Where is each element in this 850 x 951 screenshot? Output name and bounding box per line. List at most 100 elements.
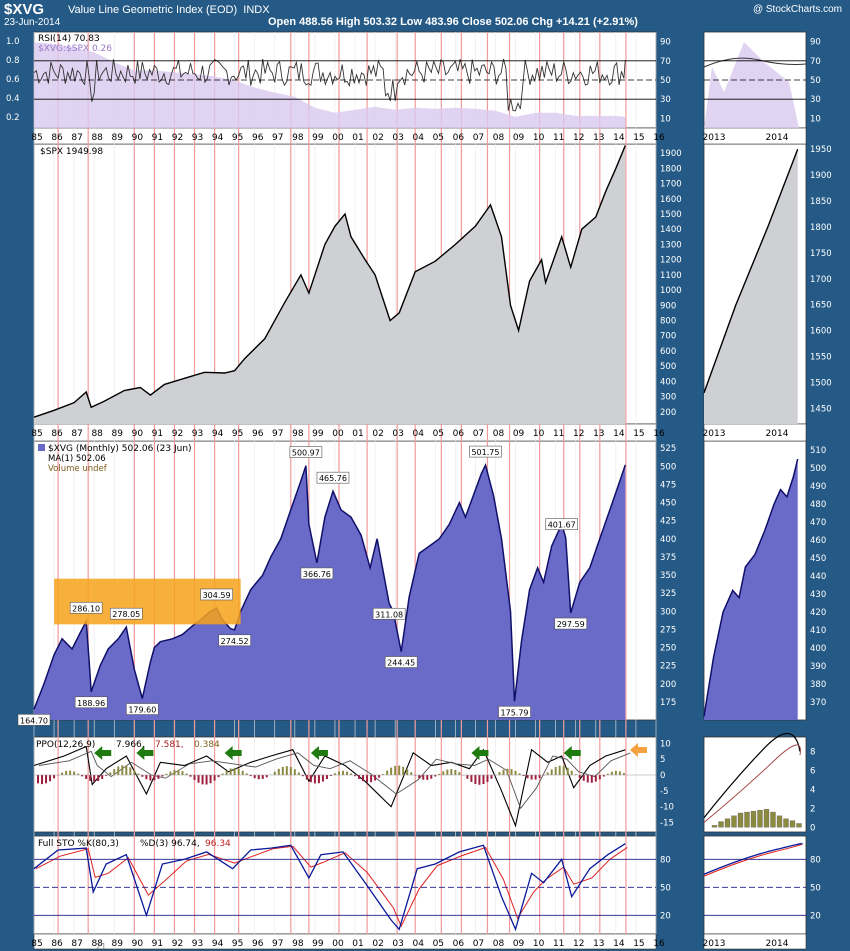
ppo-histogram-bar xyxy=(249,775,252,777)
ppo-histogram-bar xyxy=(265,775,268,778)
x-axis-label: 93 xyxy=(192,939,203,949)
ppo-histogram-bar xyxy=(225,770,228,775)
price-annotation-box xyxy=(126,703,159,715)
x-axis-label: 06 xyxy=(453,939,465,949)
ppo-histogram-bar xyxy=(430,775,433,779)
ppo-histogram-bar xyxy=(197,775,200,783)
spx-axis-tick: 1800 xyxy=(660,164,682,174)
ppo-legend-value: 7.966, xyxy=(116,740,145,750)
ppo-zoom-histogram-bar xyxy=(763,809,770,828)
spx-zoom-axis-tick: 1500 xyxy=(810,379,832,389)
x-axis-label: 06 xyxy=(453,429,465,439)
x-axis-label: 08 xyxy=(493,429,505,439)
x-axis-label: 96 xyxy=(252,133,264,143)
bottom-year-strip xyxy=(33,933,657,950)
price-annotation: 164.70 xyxy=(20,716,48,725)
ppo-histogram-bar xyxy=(333,773,336,775)
ppo-axis-tick: -15 xyxy=(660,819,674,829)
ppo-zoom-signal xyxy=(703,744,801,823)
x-axis-label: 13 xyxy=(593,133,604,143)
x-axis-label: 97 xyxy=(272,133,283,143)
ppo-zoom-histogram-bar xyxy=(750,810,757,828)
x-axis-label: 05 xyxy=(433,429,444,439)
ppo-histogram-bar xyxy=(622,773,625,775)
rsi-axis-tick: 30 xyxy=(660,95,671,105)
ppo-zoom-histogram-bar xyxy=(789,820,796,828)
x-axis-label: 98 xyxy=(292,133,304,143)
ppo-histogram-bar xyxy=(113,769,116,775)
price-annotation: 286.10 xyxy=(72,604,100,613)
x-axis-label-zoom: 2014 xyxy=(766,133,789,143)
spx-axis-tick: 500 xyxy=(660,362,676,372)
xvg-zoom-axis-tick: 390 xyxy=(810,662,826,672)
x-axis-label: 03 xyxy=(392,429,403,439)
x-axis-label: 01 xyxy=(352,133,363,143)
sto-d-line xyxy=(35,845,628,928)
spx-zoom-axis-tick: 1800 xyxy=(810,223,832,233)
xvg-zoom-axis-tick: 470 xyxy=(810,518,826,528)
xvg-legend: $XVG (Monthly) 502.06 (23 Jun) xyxy=(48,444,192,454)
x-axis-label: 10 xyxy=(533,133,545,143)
spx-axis-tick: 200 xyxy=(660,408,676,418)
x-axis-label: 09 xyxy=(513,939,525,949)
ppo-histogram-bar xyxy=(141,775,144,777)
x-axis-label: 03 xyxy=(392,133,403,143)
x-axis-label: 90 xyxy=(132,133,144,143)
x-axis-label: 07 xyxy=(473,429,484,439)
spx-axis-tick: 1500 xyxy=(660,210,682,220)
ppo-histogram-bar xyxy=(450,769,453,775)
ppo-zoom-histogram-bar xyxy=(718,821,724,828)
spx-zoom-area xyxy=(704,149,798,424)
x-axis-label: 96 xyxy=(252,429,264,439)
ppo-histogram-bar xyxy=(281,766,284,775)
x-axis-label: 99 xyxy=(312,133,324,143)
ppo-histogram-bar xyxy=(161,775,164,777)
spx-zoom-axis-tick: 1900 xyxy=(810,171,832,181)
ratio-axis-tick: 0.4 xyxy=(6,94,20,104)
ppo-legend-label: PPO(12,26,9) xyxy=(36,740,95,750)
ppo-zoom-axis-tick: 4 xyxy=(810,785,815,795)
ppo-histogram-bar xyxy=(285,766,288,775)
spx-zoom-axis-tick: 1450 xyxy=(810,404,832,414)
x-axis-label: 01 xyxy=(352,429,363,439)
ppo-histogram-bar xyxy=(137,773,140,775)
ppo-histogram-bar xyxy=(165,773,168,775)
ohlc-readout: Open 488.56 High 503.32 Low 483.96 Close… xyxy=(268,16,638,28)
spx-zoom-axis-tick: 1600 xyxy=(810,327,832,337)
price-annotation: 304.59 xyxy=(203,591,231,600)
x-axis-label: 92 xyxy=(172,429,183,439)
ppo-histogram-bar xyxy=(337,771,340,775)
x-axis-label: 08 xyxy=(493,133,505,143)
ppo-histogram-bar xyxy=(438,773,441,775)
ppo-histogram-bar xyxy=(442,771,445,775)
ppo-signal-line xyxy=(38,750,631,810)
ppo-line xyxy=(33,745,626,828)
x-axis-label: 07 xyxy=(473,939,484,949)
ppo-histogram-bar xyxy=(474,775,477,785)
ppo-histogram-bar xyxy=(297,772,300,775)
x-axis-label: 14 xyxy=(613,429,625,439)
x-axis-label: 00 xyxy=(332,429,344,439)
spx-area xyxy=(34,145,626,424)
x-axis-label: 97 xyxy=(272,939,283,949)
ppo-histogram-bar xyxy=(358,775,361,779)
price-annotation-box xyxy=(69,602,103,614)
sto-zoom-k-line xyxy=(703,842,803,875)
sto-bottom-marker: 21 xyxy=(96,942,106,951)
ppo-histogram-bar xyxy=(37,775,40,784)
x-axis-label: 98 xyxy=(292,429,304,439)
price-annotation-box xyxy=(218,634,251,647)
xvg-zoom-axis-tick: 430 xyxy=(810,590,826,600)
spx-zoom-axis-tick: 1700 xyxy=(810,275,832,285)
xvg-zoom-axis-tick: 370 xyxy=(810,698,826,708)
spx-axis-tick: 1200 xyxy=(660,256,682,266)
ppo-zoom-histogram-bar xyxy=(724,818,731,828)
ppo-histogram-bar xyxy=(574,774,577,775)
x-axis-label: 95 xyxy=(232,429,243,439)
chart-legends: $SPX 1949.98 $XVG (Monthly) 502.06 (23 Ju… xyxy=(36,34,231,951)
xvg-axis-tick: 175 xyxy=(660,698,676,708)
spx-axis-tick: 1900 xyxy=(660,149,682,159)
x-axis-label: 88 xyxy=(91,133,103,143)
x-axis-label: 86 xyxy=(51,939,63,949)
ratio-axis-tick: 0.8 xyxy=(6,56,20,66)
